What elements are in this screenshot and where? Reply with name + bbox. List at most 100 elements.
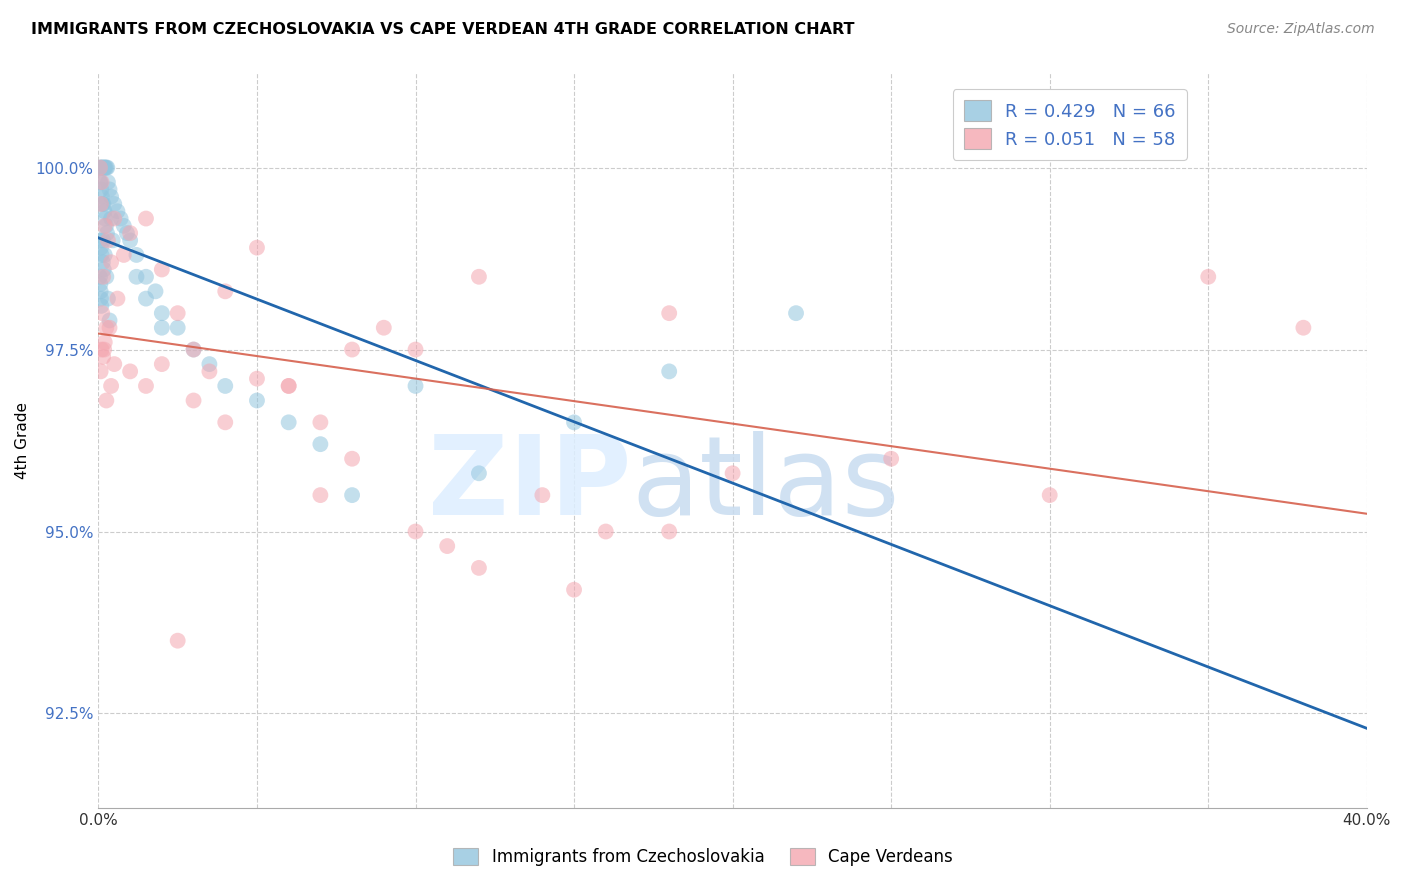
- Text: IMMIGRANTS FROM CZECHOSLOVAKIA VS CAPE VERDEAN 4TH GRADE CORRELATION CHART: IMMIGRANTS FROM CZECHOSLOVAKIA VS CAPE V…: [31, 22, 855, 37]
- Point: [90, 241, 112, 255]
- Point: [166, 633, 188, 648]
- Point: [214, 379, 236, 393]
- Point: [166, 306, 188, 320]
- Point: [90, 161, 112, 175]
- Point: [120, 226, 142, 240]
- Point: [125, 269, 148, 284]
- Point: [405, 524, 427, 539]
- Point: [93, 197, 115, 211]
- Text: atlas: atlas: [631, 431, 900, 538]
- Point: [90, 197, 112, 211]
- Point: [89, 161, 111, 175]
- Point: [214, 415, 236, 429]
- Point: [90, 182, 112, 196]
- Point: [89, 175, 111, 189]
- Point: [309, 488, 332, 502]
- Point: [150, 262, 173, 277]
- Point: [89, 269, 111, 284]
- Point: [183, 343, 205, 357]
- Point: [94, 211, 117, 226]
- Point: [90, 248, 112, 262]
- Point: [135, 269, 157, 284]
- Point: [103, 197, 125, 211]
- Point: [90, 175, 112, 189]
- Legend: R = 0.429   N = 66, R = 0.051   N = 58: R = 0.429 N = 66, R = 0.051 N = 58: [953, 89, 1187, 160]
- Point: [183, 393, 205, 408]
- Point: [89, 277, 111, 291]
- Point: [880, 451, 903, 466]
- Point: [97, 175, 120, 189]
- Point: [93, 204, 115, 219]
- Point: [89, 161, 111, 175]
- Point: [562, 582, 585, 597]
- Point: [135, 379, 157, 393]
- Point: [96, 320, 118, 334]
- Y-axis label: 4th Grade: 4th Grade: [15, 402, 30, 479]
- Point: [595, 524, 617, 539]
- Point: [93, 161, 115, 175]
- Point: [93, 262, 115, 277]
- Point: [166, 320, 188, 334]
- Point: [98, 320, 121, 334]
- Point: [101, 233, 124, 247]
- Point: [1292, 320, 1315, 334]
- Point: [373, 320, 395, 334]
- Point: [89, 233, 111, 247]
- Text: ZIP: ZIP: [427, 431, 631, 538]
- Point: [135, 292, 157, 306]
- Point: [658, 306, 681, 320]
- Point: [277, 379, 299, 393]
- Point: [100, 255, 122, 269]
- Point: [100, 379, 122, 393]
- Point: [97, 292, 120, 306]
- Point: [90, 285, 112, 299]
- Point: [90, 343, 112, 357]
- Point: [96, 269, 118, 284]
- Point: [96, 161, 118, 175]
- Point: [309, 415, 332, 429]
- Point: [145, 285, 167, 299]
- Point: [91, 161, 114, 175]
- Point: [90, 161, 112, 175]
- Point: [110, 211, 132, 226]
- Point: [91, 197, 114, 211]
- Point: [468, 269, 491, 284]
- Point: [150, 320, 173, 334]
- Point: [658, 524, 681, 539]
- Point: [277, 379, 299, 393]
- Point: [120, 233, 142, 247]
- Point: [277, 415, 299, 429]
- Point: [246, 372, 269, 386]
- Point: [150, 357, 173, 371]
- Point: [97, 233, 120, 247]
- Point: [340, 488, 363, 502]
- Point: [90, 190, 112, 204]
- Point: [562, 415, 585, 429]
- Legend: Immigrants from Czechoslovakia, Cape Verdeans: Immigrants from Czechoslovakia, Cape Ver…: [447, 841, 959, 873]
- Point: [309, 437, 332, 451]
- Point: [93, 343, 115, 357]
- Point: [531, 488, 554, 502]
- Point: [91, 306, 114, 320]
- Point: [246, 393, 269, 408]
- Point: [94, 248, 117, 262]
- Point: [405, 343, 427, 357]
- Point: [90, 292, 112, 306]
- Text: Source: ZipAtlas.com: Source: ZipAtlas.com: [1227, 22, 1375, 37]
- Point: [198, 364, 221, 378]
- Point: [183, 343, 205, 357]
- Point: [98, 313, 121, 327]
- Point: [90, 175, 112, 189]
- Point: [246, 241, 269, 255]
- Point: [120, 364, 142, 378]
- Point: [94, 335, 117, 350]
- Point: [91, 255, 114, 269]
- Point: [91, 161, 114, 175]
- Point: [107, 292, 129, 306]
- Point: [100, 211, 122, 226]
- Point: [150, 306, 173, 320]
- Point: [107, 204, 129, 219]
- Point: [125, 248, 148, 262]
- Point: [1039, 488, 1062, 502]
- Point: [90, 299, 112, 313]
